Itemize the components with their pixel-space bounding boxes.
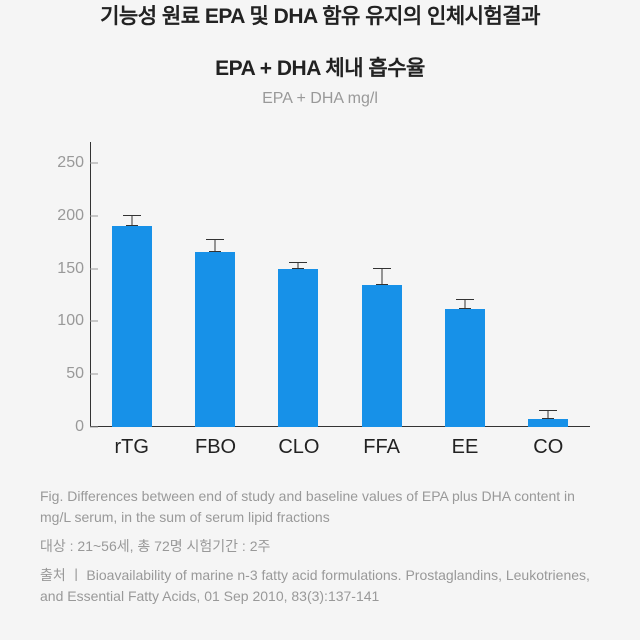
error-cap-mid — [459, 308, 471, 309]
x-label: EE — [445, 430, 485, 462]
bar — [195, 252, 235, 427]
y-tick-label: 50 — [40, 365, 84, 383]
error-bar — [381, 269, 382, 285]
y-tick-label: 0 — [40, 418, 84, 436]
y-tick-mark — [90, 321, 98, 322]
y-tick-label: 150 — [40, 260, 84, 278]
plot-area — [90, 142, 590, 427]
page-container: 기능성 원료 EPA 및 DHA 함유 유지의 인체시험결과 EPA + DHA… — [0, 0, 640, 607]
caption: Fig. Differences between end of study an… — [40, 486, 600, 607]
error-cap — [289, 262, 307, 263]
y-tick-mark — [90, 215, 98, 216]
bar — [362, 285, 402, 428]
title-sub: EPA + DHA 체내 흡수율 — [40, 52, 600, 82]
bar-group — [528, 142, 568, 427]
bar — [278, 269, 318, 427]
bar-group — [278, 142, 318, 427]
y-tick-mark — [90, 374, 98, 375]
bar — [528, 419, 568, 427]
x-labels: rTG FBO CLO FFA EE CO — [90, 430, 590, 462]
y-tick-label: 200 — [40, 207, 84, 225]
caption-line-2: 대상 : 21~56세, 총 72명 시험기간 : 2주 — [40, 536, 600, 557]
x-label: rTG — [112, 430, 152, 462]
caption-line-1: Fig. Differences between end of study an… — [40, 486, 600, 528]
error-cap-mid — [209, 251, 221, 252]
x-label: CO — [528, 430, 568, 462]
y-tick-mark — [90, 268, 98, 269]
title-main: 기능성 원료 EPA 및 DHA 함유 유지의 인체시험결과 — [40, 0, 600, 30]
error-cap — [456, 299, 474, 300]
bar-group — [445, 142, 485, 427]
bar-group — [362, 142, 402, 427]
y-tick-mark — [90, 427, 98, 428]
x-label: FBO — [195, 430, 235, 462]
error-cap-mid — [292, 268, 304, 269]
y-tick-label: 100 — [40, 312, 84, 330]
error-cap-mid — [126, 225, 138, 226]
error-cap — [373, 268, 391, 269]
bar — [445, 309, 485, 427]
error-cap — [539, 410, 557, 411]
error-cap — [123, 215, 141, 216]
y-tick-label: 250 — [40, 154, 84, 172]
error-cap-mid — [376, 284, 388, 285]
bar-group — [195, 142, 235, 427]
bars-group — [90, 142, 590, 427]
x-label: FFA — [362, 430, 402, 462]
error-cap — [206, 239, 224, 240]
unit-label: EPA + DHA mg/l — [40, 90, 600, 108]
bar — [112, 226, 152, 427]
error-cap-mid — [542, 418, 554, 419]
bar-group — [112, 142, 152, 427]
x-label: CLO — [278, 430, 318, 462]
bar-chart: rTG FBO CLO FFA EE CO 0 50 100 150 200 250 — [40, 142, 600, 462]
y-tick-mark — [90, 163, 98, 164]
caption-line-3: 출처 ㅣ Bioavailability of marine n-3 fatty… — [40, 565, 600, 607]
